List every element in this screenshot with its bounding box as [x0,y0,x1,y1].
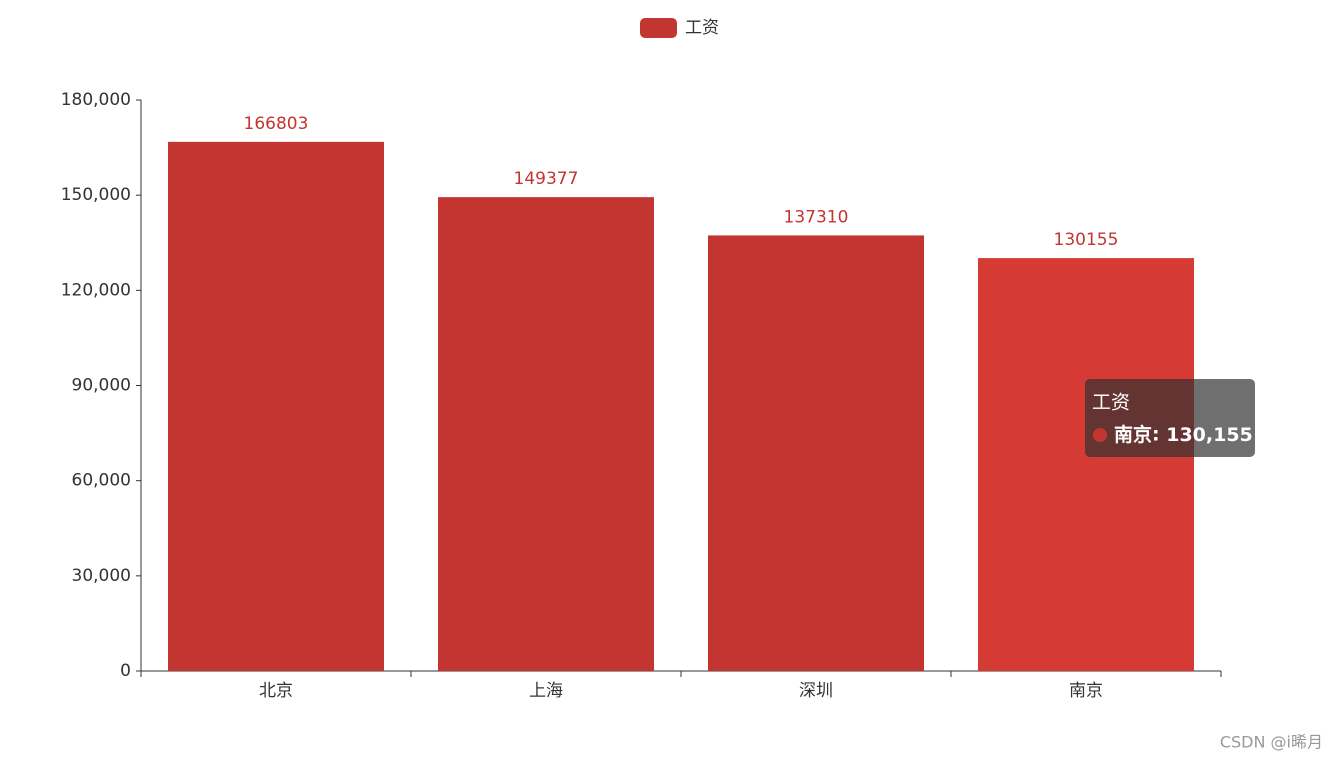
tooltip-dot [1093,428,1107,442]
watermark: CSDN @i晞月 [1220,733,1323,752]
tooltip-box [1085,379,1255,457]
bar[interactable] [168,141,384,671]
tooltip-text: 南京: 130,155 [1114,423,1253,446]
data-label: 137310 [784,207,849,227]
bar[interactable] [978,258,1194,671]
data-label: 130155 [1054,230,1119,250]
y-tick-label: 150,000 [61,185,131,205]
y-tick-label: 30,000 [72,566,131,586]
x-tick-label: 南京 [1069,681,1103,701]
tooltip-category: 南京 [1114,423,1152,446]
legend-swatch[interactable] [640,18,677,38]
bar[interactable] [708,235,924,671]
y-tick-label: 120,000 [61,280,131,300]
plot: 0 30,000 60,000 90,000 120,000 150,000 180,000… [61,90,1222,701]
x-tick-label: 深圳 [799,681,833,701]
y-tick-label: 60,000 [72,471,131,491]
bar[interactable] [438,197,654,672]
data-label: 149377 [514,169,579,189]
y-tick-label: 180,000 [61,90,131,110]
x-tick-label: 北京 [259,681,293,701]
data-label: 166803 [244,114,309,134]
tooltip: 工资 南京: 130,155 [1085,379,1255,457]
x-tick-label: 上海 [529,681,563,701]
tooltip-value: 130,155 [1166,424,1253,446]
y-tick-label: 90,000 [72,376,131,396]
legend-label[interactable]: 工资 [685,18,719,38]
tooltip-title: 工资 [1092,392,1130,414]
y-tick-label: 0 [120,661,131,681]
